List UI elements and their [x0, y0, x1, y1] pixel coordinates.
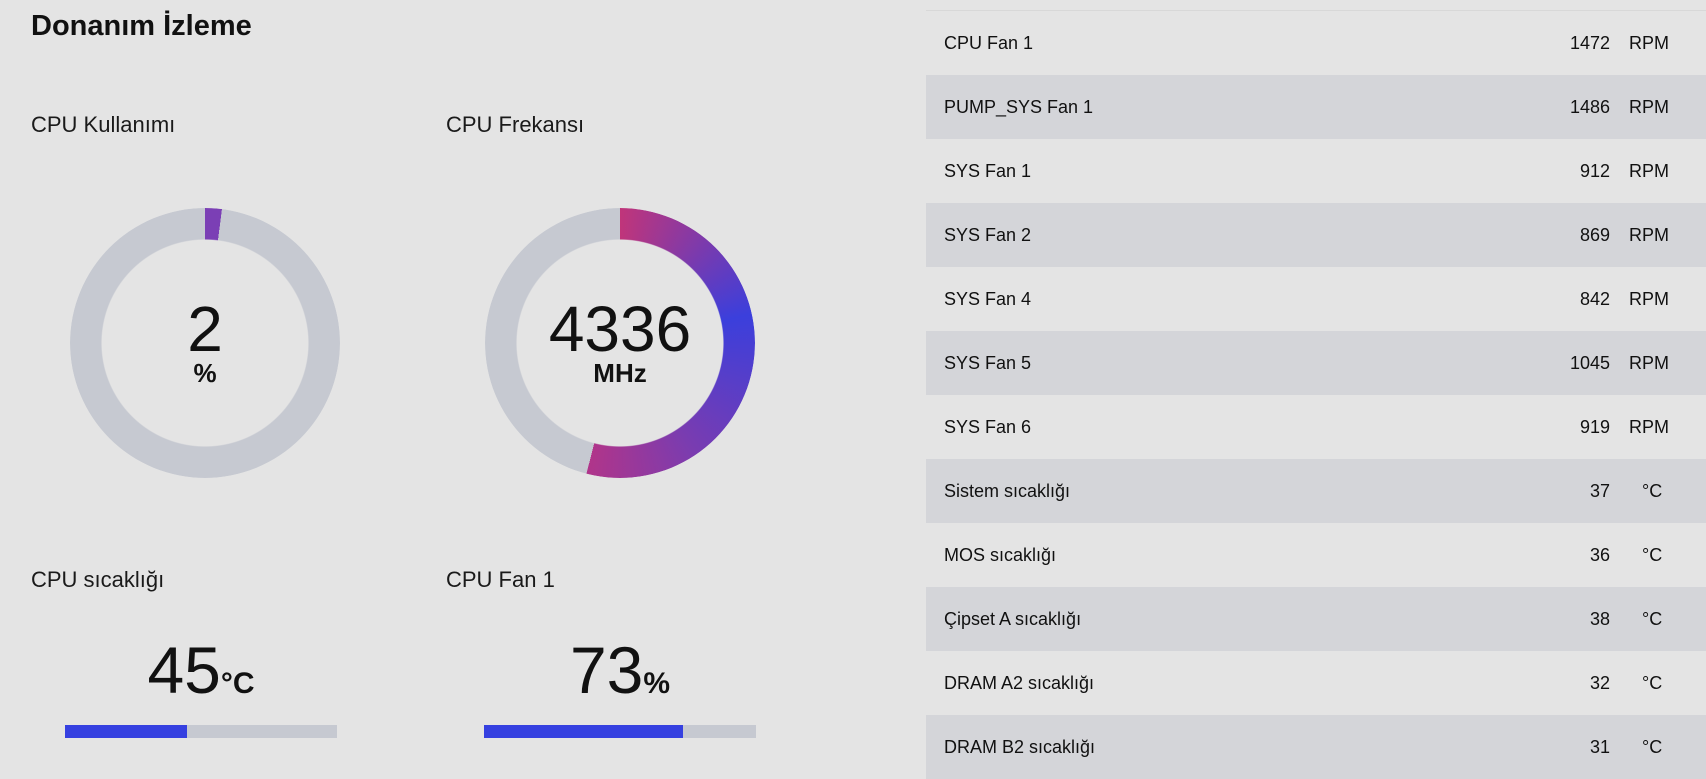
cpu-fan-readout: 73%	[484, 632, 756, 708]
sensor-name: SYS Fan 1	[944, 160, 1032, 181]
sensor-name: DRAM B2 sıcaklığı	[944, 736, 1096, 757]
cpu-fan-bar	[484, 725, 756, 738]
sensor-name: SYS Fan 5	[944, 352, 1032, 373]
sensor-unit: °C	[1642, 480, 1663, 501]
sensor-name: CPU Fan 1	[944, 32, 1034, 53]
sensor-row: CPU Fan 1 1472 RPM	[926, 11, 1706, 75]
sensor-row: SYS Fan 4 842 RPM	[926, 267, 1706, 331]
sensor-unit: °C	[1642, 672, 1663, 693]
sensor-name: SYS Fan 4	[944, 288, 1032, 309]
sensor-name: DRAM A2 sıcaklığı	[944, 672, 1095, 693]
sensor-unit: °C	[1642, 736, 1663, 757]
sensor-row: MOS sıcaklığı 36 °C	[926, 523, 1706, 587]
sensor-name: PUMP_SYS Fan 1	[944, 96, 1094, 117]
sensor-value: 1045	[1569, 352, 1610, 373]
cpu-fan-value: 73	[569, 633, 644, 707]
sensor-value: 912	[1579, 160, 1610, 181]
cpu-usage-gauge: 2 %	[70, 208, 340, 478]
sensor-value: 36	[1589, 544, 1610, 565]
cpu-fan-label: CPU Fan 1	[446, 567, 555, 592]
sensor-name: SYS Fan 2	[944, 224, 1032, 245]
sensor-value: 842	[1579, 288, 1610, 309]
sensor-name: MOS sıcaklığı	[944, 544, 1057, 565]
sensor-unit: RPM	[1629, 352, 1669, 373]
sensor-unit: RPM	[1629, 32, 1669, 53]
sensor-name: Çipset A sıcaklığı	[944, 608, 1082, 629]
sensor-unit: °C	[1642, 544, 1663, 565]
cpu-freq-gauge: 4336 MHz	[485, 208, 755, 478]
sensor-row: DRAM A2 sıcaklığı 32 °C	[926, 651, 1706, 715]
cpu-temp-bar-fill	[65, 725, 188, 738]
cpu-freq-unit: MHz	[593, 358, 647, 388]
sensor-row: PUMP_SYS Fan 1 1486 RPM	[926, 75, 1706, 139]
cpu-usage-label: CPU Kullanımı	[31, 112, 176, 137]
cpu-temp-bar	[65, 725, 337, 738]
cpu-freq-value: 4336	[548, 293, 692, 365]
sensor-value: 31	[1589, 736, 1610, 757]
sensor-value: 37	[1589, 480, 1610, 501]
cpu-fan-bar-fill	[484, 725, 683, 738]
cpu-temp-value: 45	[147, 633, 221, 707]
sensor-row: SYS Fan 2 869 RPM	[926, 203, 1706, 267]
page-title: Donanım İzleme	[31, 10, 252, 42]
sensor-value: 38	[1589, 608, 1610, 629]
sensor-value: 1486	[1569, 96, 1610, 117]
sensor-unit: RPM	[1629, 288, 1669, 309]
sensor-row: SYS Fan 6 919 RPM	[926, 395, 1706, 459]
sensor-row: Çipset A sıcaklığı 38 °C	[926, 587, 1706, 651]
sensor-table: CPU Fan 1 1472 RPM PUMP_SYS Fan 1 1486 RPM SYS…	[926, 10, 1706, 779]
sensor-unit: RPM	[1629, 160, 1669, 181]
sensor-value: 32	[1589, 672, 1610, 693]
cpu-usage-unit: %	[193, 358, 217, 388]
cpu-temp-unit: °C	[220, 667, 255, 700]
sensor-row: SYS Fan 5 1045 RPM	[926, 331, 1706, 395]
cpu-fan-unit: %	[643, 667, 671, 700]
sensor-value: 919	[1579, 416, 1610, 437]
sensor-unit: RPM	[1629, 416, 1669, 437]
sensor-unit: RPM	[1629, 224, 1669, 245]
sensor-unit: °C	[1642, 608, 1663, 629]
cpu-temp-label: CPU sıcaklığı	[31, 567, 165, 592]
cpu-freq-label: CPU Frekansı	[446, 112, 585, 137]
sensor-row: Sistem sıcaklığı 37 °C	[926, 459, 1706, 523]
cpu-temp-readout: 45°C	[65, 632, 337, 708]
sensor-row: SYS Fan 1 912 RPM	[926, 139, 1706, 203]
sensor-row: DRAM B2 sıcaklığı 31 °C	[926, 715, 1706, 779]
sensor-value: 869	[1579, 224, 1610, 245]
sensor-name: Sistem sıcaklığı	[944, 480, 1071, 501]
cpu-usage-ring	[70, 208, 340, 478]
sensor-name: SYS Fan 6	[944, 416, 1032, 437]
sensor-unit: RPM	[1629, 96, 1669, 117]
cpu-freq-ring	[485, 208, 755, 478]
cpu-usage-value: 2	[187, 293, 223, 365]
sensor-value: 1472	[1569, 32, 1610, 53]
